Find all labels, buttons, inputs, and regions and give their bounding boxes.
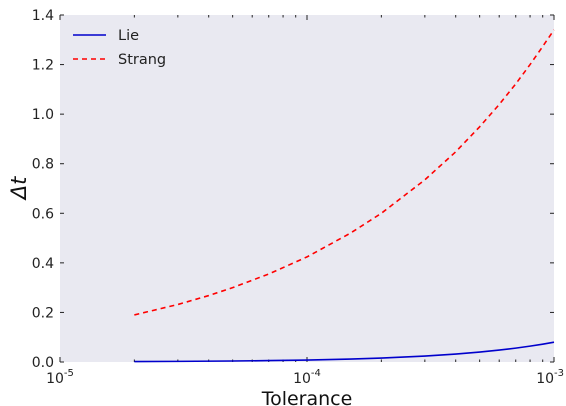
y-tick-label: 1.2 bbox=[32, 58, 54, 74]
legend-label-lie: Lie bbox=[118, 28, 139, 44]
legend-label-strang: Strang bbox=[118, 52, 166, 68]
x-tick-label: 10-5 bbox=[46, 368, 74, 387]
x-axis-label: Tolerance bbox=[261, 388, 353, 406]
y-tick-label: 0.6 bbox=[32, 206, 54, 222]
tick-marks bbox=[59, 14, 555, 363]
y-axis-label: Δt bbox=[7, 176, 31, 201]
y-tick-label: 1.4 bbox=[32, 8, 54, 24]
y-tick-labels: 0.0 0.2 0.4 0.6 0.8 1.0 1.2 1.4 bbox=[32, 8, 54, 371]
plot-area bbox=[60, 15, 554, 362]
x-tick-label: 10-4 bbox=[293, 368, 321, 387]
y-tick-label: 0.2 bbox=[32, 305, 54, 321]
y-tick-label: 1.0 bbox=[32, 107, 54, 123]
series-lines bbox=[134, 29, 555, 363]
series-line-lie bbox=[134, 341, 555, 363]
y-tick-label: 0.4 bbox=[32, 256, 54, 272]
series-line-strang bbox=[134, 29, 555, 316]
y-tick-label: 0.0 bbox=[32, 355, 54, 371]
legend: Lie Strang bbox=[73, 28, 166, 68]
x-tick-label: 10-3 bbox=[536, 368, 564, 387]
y-tick-label: 0.8 bbox=[32, 157, 54, 173]
x-tick-labels: 10-5 10-4 10-3 bbox=[46, 368, 564, 387]
